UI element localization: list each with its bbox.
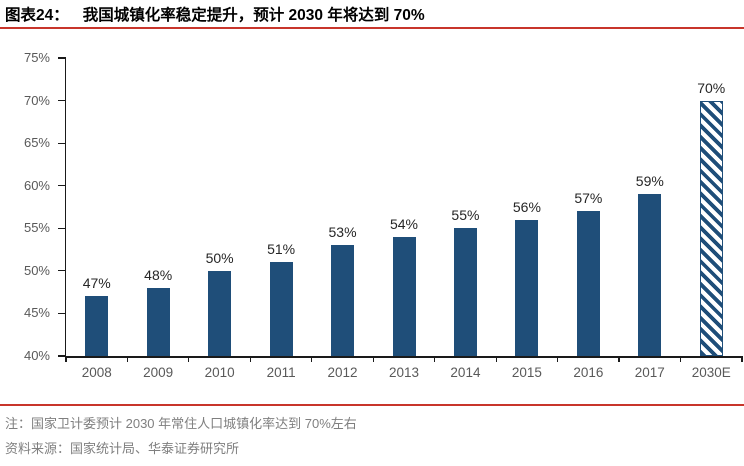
bar xyxy=(576,211,600,356)
y-axis-line xyxy=(64,58,66,357)
x-axis-label: 2008 xyxy=(81,365,112,380)
y-tick-label: 70% xyxy=(23,92,50,108)
bar xyxy=(638,194,662,356)
x-axis-label: 2012 xyxy=(327,365,358,380)
x-axis-label: 2013 xyxy=(388,365,420,380)
y-tick-mark xyxy=(58,99,66,102)
x-tick-mark xyxy=(741,356,743,362)
bar-value-label: 51% xyxy=(267,241,296,258)
y-tick-label: 65% xyxy=(23,135,50,151)
y-tick-label: 50% xyxy=(23,262,50,278)
x-tick-mark xyxy=(249,356,251,362)
y-tick-label: 75% xyxy=(23,50,50,65)
header-rule xyxy=(0,27,744,29)
x-axis-label: 2014 xyxy=(450,365,481,380)
x-tick-mark xyxy=(65,356,67,362)
x-axis-label: 2015 xyxy=(511,365,542,380)
y-tick-label: 45% xyxy=(23,305,50,321)
x-tick-mark xyxy=(557,356,559,362)
x-axis-label: 2016 xyxy=(573,365,604,380)
figure-note: 注：国家卫计委预计 2030 年常住人口城镇化率达到 70%左右 xyxy=(5,416,357,431)
bar xyxy=(392,236,416,356)
bar xyxy=(515,219,539,356)
figure-title: 我国城镇化率稳定提升，预计 2030 年将达到 70% xyxy=(82,7,425,24)
bar-forecast xyxy=(699,100,723,356)
x-tick-mark xyxy=(679,356,682,362)
bar-value-label: 48% xyxy=(144,266,173,283)
figure-source: 资料来源：国家统计局、华泰证券研究所 xyxy=(5,441,240,456)
y-tick-mark xyxy=(58,355,66,357)
bar-value-label: 56% xyxy=(512,198,541,215)
x-tick-mark xyxy=(434,356,436,362)
y-tick-mark xyxy=(58,142,66,144)
y-tick-mark xyxy=(58,57,66,59)
bar-value-label: 50% xyxy=(205,249,234,266)
x-axis-label: 2017 xyxy=(634,365,665,380)
x-axis-label: 2030E xyxy=(691,365,731,380)
figure-header: 图表24： 我国城镇化率稳定提升，预计 2030 年将达到 70% xyxy=(5,3,739,25)
figure-label: 图表24： xyxy=(5,7,69,24)
x-axis-label: 2011 xyxy=(266,365,296,380)
x-tick-mark xyxy=(372,356,374,362)
bar-value-label: 59% xyxy=(635,173,664,190)
x-axis-label: 2009 xyxy=(143,365,174,380)
bar xyxy=(269,262,293,356)
y-tick-label: 40% xyxy=(23,348,50,363)
bar xyxy=(146,287,170,356)
bar-value-label: 70% xyxy=(697,79,726,96)
y-tick-mark xyxy=(58,312,66,315)
x-tick-mark xyxy=(618,356,620,362)
bar-value-label: 47% xyxy=(82,275,111,292)
y-tick-mark xyxy=(58,270,66,272)
y-tick-label: 55% xyxy=(23,220,50,236)
y-tick-mark xyxy=(58,227,66,229)
x-tick-mark xyxy=(188,356,190,362)
bar xyxy=(208,270,232,356)
y-tick-label: 60% xyxy=(23,177,50,193)
x-axis-line xyxy=(64,356,743,358)
y-tick-mark xyxy=(58,185,66,187)
bar-value-label: 55% xyxy=(451,207,480,224)
x-tick-mark xyxy=(495,356,497,362)
x-tick-mark xyxy=(311,356,313,362)
x-tick-mark xyxy=(126,356,129,362)
footer-rule xyxy=(0,404,744,406)
bar-value-label: 57% xyxy=(574,190,603,207)
plot-area: 40% 45% 50% 55% 60% 65% 70% 75% 47% 2008 48% 2009 50… xyxy=(24,50,743,380)
x-axis-label: 2010 xyxy=(204,365,235,380)
bar xyxy=(331,245,355,356)
bar-value-label: 53% xyxy=(328,224,357,241)
bar xyxy=(85,296,109,356)
bar xyxy=(453,228,477,356)
bar-value-label: 54% xyxy=(389,215,418,232)
